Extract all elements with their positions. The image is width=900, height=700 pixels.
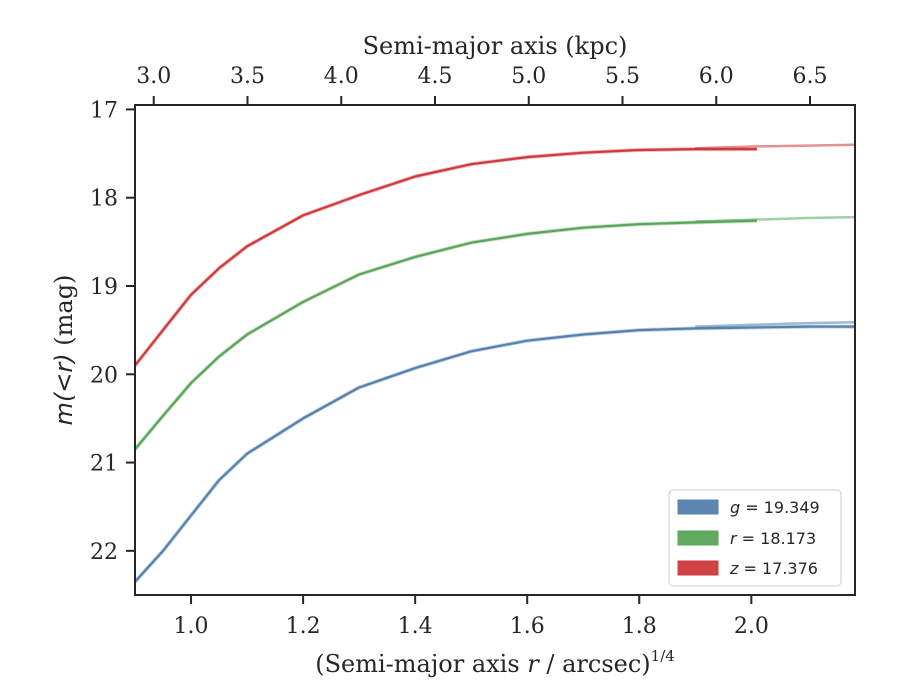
x-axis-title: (Semi-major axis r / arcsec)1/4 [315,647,675,678]
y-tick-label: 22 [90,540,118,565]
y-tick-label: 18 [90,187,118,212]
x2-tick-label: 3.5 [230,64,265,89]
y-tick-label: 20 [90,363,118,388]
y-tick-label: 21 [90,452,118,477]
y-axis-title-main: m(<r) [50,353,78,425]
x-axis-top: 3.0 3.5 4.0 4.5 5.0 5.5 6.0 6.5 [136,64,828,105]
y-tick-label: 19 [90,275,118,300]
legend-eq-g: = [740,498,764,517]
x-tick-label: 1.8 [622,614,657,639]
y-axis-left: 17 18 19 20 21 22 [90,98,135,565]
x-tick-label: 1.2 [286,614,321,639]
series-model-z [695,143,856,150]
legend-swatch-z [677,560,719,576]
x2-tick-label: 5.5 [605,64,640,89]
series-line-r [134,219,757,451]
x2-axis-title: Semi-major axis (kpc) [363,32,628,60]
legend-eq-r: = [737,529,761,548]
legend-label-z: z = 17.376 [729,559,818,578]
legend-eq-z: = [738,559,762,578]
x2-tick-label: 4.5 [418,64,453,89]
legend-value-z: 17.376 [762,559,818,578]
legend: g = 19.349 r = 18.173 z = 17.376 [668,489,842,587]
legend-value-g: 19.349 [764,498,820,517]
x2-tick-label: 6.0 [699,64,734,89]
x-axis-title-var: r [527,650,540,678]
legend-var-z: z [729,559,739,578]
series-band-z [133,147,757,367]
x-axis-title-exponent: 1/4 [651,647,675,665]
x-axis-title-unit: / arcsec) [539,650,651,678]
x2-tick-label: 3.0 [136,64,171,89]
series-line-g [134,325,855,583]
legend-label-g: g = 19.349 [730,498,820,517]
x-tick-label: 1.0 [174,614,209,639]
y-axis-title-unit: (mag) [50,275,78,354]
series-model-g [695,320,856,328]
legend-label-r: r = 18.173 [730,529,816,548]
x2-tick-label: 5.0 [511,64,546,89]
legend-swatch-r [677,530,719,546]
series-layer [133,143,856,584]
y-tick-label: 17 [90,98,118,123]
series-band-r [133,218,757,451]
x-tick-label: 1.6 [510,614,545,639]
legend-swatch-g [677,499,719,515]
x-axis-title-main: (Semi-major axis [315,650,527,678]
x-tick-label: 1.4 [398,614,433,639]
series-line-z [134,148,757,367]
plot-frame [134,104,856,596]
x2-tick-label: 6.5 [793,64,828,89]
x-axis-bottom: 1.0 1.2 1.4 1.6 1.8 2.0 [174,595,769,639]
legend-var-g: g [730,498,740,517]
y-axis-title: m(<r) (mag) [50,275,78,426]
legend-value-r: 18.173 [760,529,816,548]
x2-tick-label: 4.0 [324,64,359,89]
legend-var-r: r [730,529,738,548]
x-tick-label: 2.0 [734,614,769,639]
